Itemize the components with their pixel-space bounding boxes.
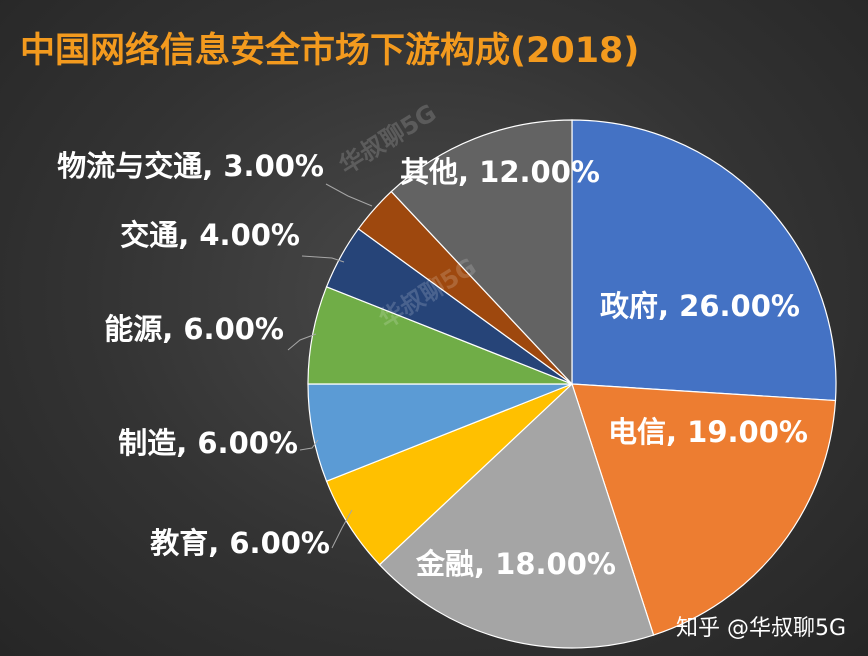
- pie-slice-9: [390, 119, 573, 386]
- data-label-8: 物流与交通, 3.00%: [57, 149, 324, 183]
- pie-slice-1: [571, 119, 837, 402]
- data-label-1: 政府, 26.00%: [600, 289, 800, 323]
- leader-line-4: [331, 509, 353, 549]
- data-label-6: 能源, 6.00%: [104, 312, 284, 346]
- leader-line-7: [301, 255, 345, 263]
- leader-line-6: [287, 333, 317, 351]
- data-label-4: 教育, 6.00%: [150, 526, 330, 560]
- pie-slice-2: [571, 383, 837, 636]
- chart-title: 中国网络信息安全市场下游构成(2018): [20, 31, 640, 71]
- leader-line-5: [299, 439, 319, 451]
- data-label-2: 电信, 19.00%: [608, 415, 808, 449]
- credit-text: 知乎 @华叔聊5G: [675, 616, 846, 641]
- leader-line-8: [325, 183, 373, 207]
- data-label-5: 制造, 6.00%: [118, 426, 298, 460]
- pie-slice-3: [378, 382, 655, 649]
- data-label-7: 交通, 4.00%: [120, 218, 300, 252]
- data-label-3: 金融, 18.00%: [415, 547, 616, 581]
- data-label-9: 其他, 12.00%: [400, 155, 600, 189]
